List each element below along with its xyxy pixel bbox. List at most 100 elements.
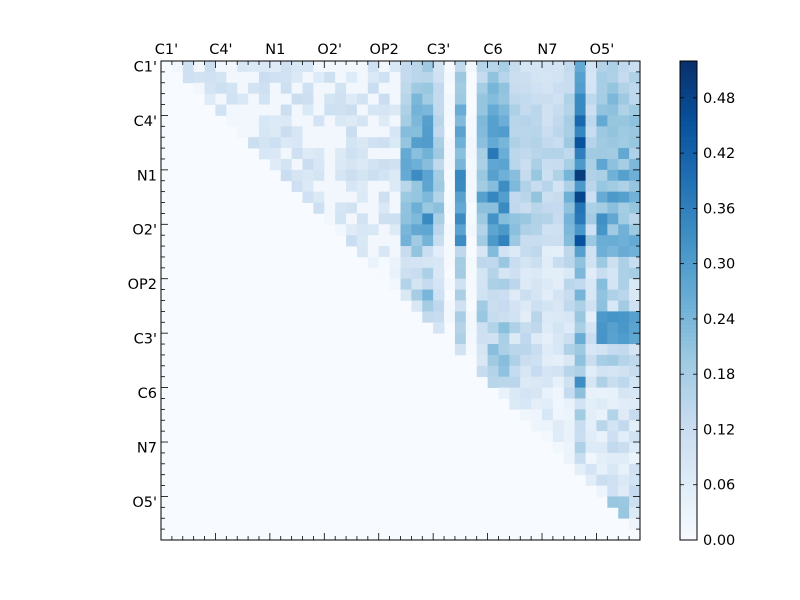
heatmap-cell xyxy=(552,71,565,84)
heatmap-cell xyxy=(618,442,630,454)
heatmap-cell xyxy=(476,180,488,193)
heatmap-cell xyxy=(422,115,434,127)
colorbar-segment xyxy=(680,524,697,529)
heatmap-cell xyxy=(389,158,401,171)
heatmap-cell xyxy=(454,61,467,73)
x-tick-label: C6 xyxy=(483,42,502,58)
heatmap-cell xyxy=(629,148,641,160)
heatmap-cell xyxy=(476,82,488,95)
heatmap-cell xyxy=(498,224,510,236)
heatmap-cell xyxy=(563,387,576,399)
heatmap-cell xyxy=(629,246,641,258)
heatmap-cell xyxy=(378,82,391,95)
heatmap-cell xyxy=(574,289,586,301)
heatmap-cell xyxy=(367,235,380,247)
heatmap-cell xyxy=(618,93,630,105)
heatmap-cell xyxy=(302,82,314,95)
heatmap-cell xyxy=(269,158,282,171)
heatmap-cell xyxy=(346,158,358,171)
heatmap-cell xyxy=(422,311,434,323)
heatmap-cell xyxy=(509,115,521,127)
heatmap-cell xyxy=(585,213,597,225)
heatmap-cell xyxy=(542,311,554,323)
heatmap-cell xyxy=(509,224,521,236)
heatmap-cell xyxy=(313,126,325,138)
heatmap-cell xyxy=(335,93,347,105)
heatmap-cell xyxy=(215,104,227,116)
heatmap-cell xyxy=(618,115,630,127)
heatmap-cell xyxy=(509,235,521,247)
heatmap-cell xyxy=(607,442,619,454)
heatmap-cell xyxy=(476,246,488,258)
heatmap-cell xyxy=(542,333,554,345)
colorbar-segment xyxy=(680,140,697,146)
heatmap-cell xyxy=(531,191,543,203)
heatmap-cell xyxy=(280,126,293,138)
heatmap-cell xyxy=(269,82,282,95)
colorbar-segment xyxy=(680,412,697,417)
heatmap-cell xyxy=(444,235,456,247)
heatmap-cell xyxy=(629,169,641,182)
colorbar-segment xyxy=(680,292,697,298)
heatmap-cell xyxy=(367,246,380,258)
heatmap-cell xyxy=(552,333,565,345)
heatmap-cell xyxy=(520,71,532,84)
heatmap-cell xyxy=(585,300,597,312)
heatmap-cell xyxy=(520,311,532,323)
heatmap-cell xyxy=(563,202,576,214)
heatmap-cell xyxy=(585,256,597,269)
colorbar-segment xyxy=(680,200,697,206)
heatmap-cell xyxy=(520,246,532,258)
heatmap-cell xyxy=(542,115,554,127)
heatmap-cell xyxy=(531,71,543,84)
heatmap-cell xyxy=(313,71,325,84)
heatmap-cell xyxy=(585,322,597,334)
heatmap-cell xyxy=(585,169,597,182)
heatmap-cell xyxy=(596,202,608,214)
heatmap-cell xyxy=(444,169,456,182)
heatmap-cell xyxy=(378,158,391,171)
colorbar-segment xyxy=(680,176,697,182)
colorbar-segment xyxy=(680,68,697,74)
y-tick-label: C4' xyxy=(134,114,157,130)
colorbar-segment xyxy=(680,452,697,457)
colorbar-segment xyxy=(680,428,697,433)
heatmap-cell xyxy=(520,213,532,225)
heatmap-cell xyxy=(444,191,456,203)
heatmap-cell xyxy=(335,213,347,225)
heatmap-cell xyxy=(607,398,619,410)
heatmap-cell xyxy=(563,267,576,280)
heatmap-cell xyxy=(498,148,510,160)
heatmap-cell xyxy=(226,93,238,105)
heatmap-cell xyxy=(433,93,445,105)
heatmap-cell xyxy=(629,256,641,269)
heatmap-cell xyxy=(335,126,347,138)
heatmap-cell xyxy=(291,148,303,160)
heatmap-cell xyxy=(629,431,641,443)
heatmap-cell xyxy=(291,82,303,95)
heatmap-cell xyxy=(607,82,619,95)
heatmap-cell xyxy=(400,256,412,269)
heatmap-cell xyxy=(335,158,347,171)
colorbar-segment xyxy=(680,204,697,210)
heatmap-cell xyxy=(465,267,478,280)
heatmap-cell xyxy=(542,93,554,105)
heatmap-cell xyxy=(313,115,325,127)
colorbar-segment xyxy=(680,336,697,341)
heatmap-cell xyxy=(520,333,532,345)
heatmap-cell xyxy=(596,267,608,280)
heatmap-cell xyxy=(574,224,586,236)
heatmap-cell xyxy=(618,104,630,116)
colorbar-segment xyxy=(680,188,697,194)
y-tick-label: O2' xyxy=(132,223,157,239)
heatmap-cell xyxy=(542,71,554,84)
heatmap-cell xyxy=(378,256,391,269)
heatmap-cell xyxy=(389,169,401,182)
heatmap-cell xyxy=(389,235,401,247)
heatmap-cell xyxy=(531,137,543,149)
colorbar-segment xyxy=(680,312,697,317)
heatmap-cell xyxy=(465,115,478,127)
heatmap-cell xyxy=(531,213,543,225)
heatmap-cell xyxy=(444,104,456,116)
heatmap-cell xyxy=(411,93,423,105)
